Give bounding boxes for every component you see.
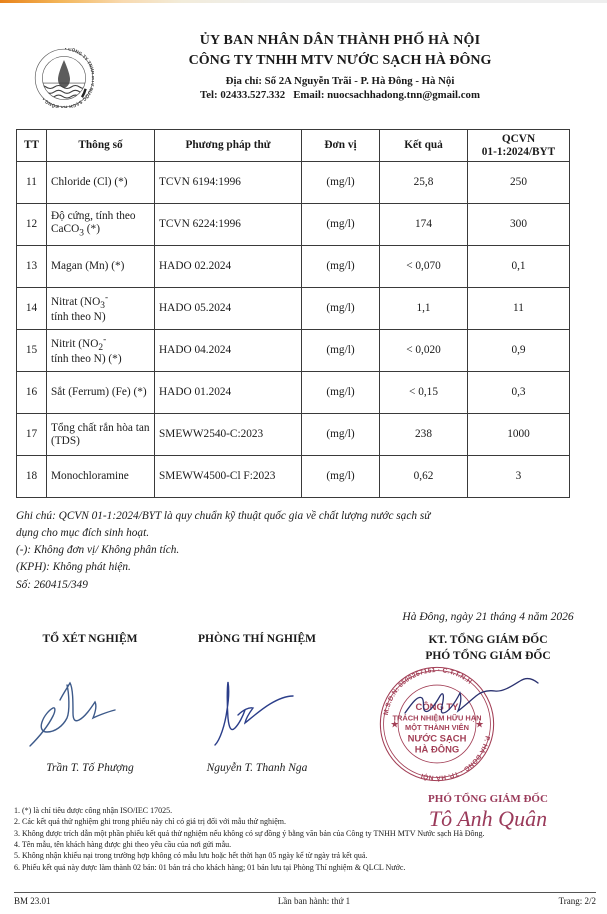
- svg-text:HÀ ĐÔNG: HÀ ĐÔNG: [415, 743, 460, 754]
- svg-text:NƯỚC SẠCH: NƯỚC SẠCH: [408, 733, 467, 744]
- svg-text:★: ★: [390, 720, 399, 729]
